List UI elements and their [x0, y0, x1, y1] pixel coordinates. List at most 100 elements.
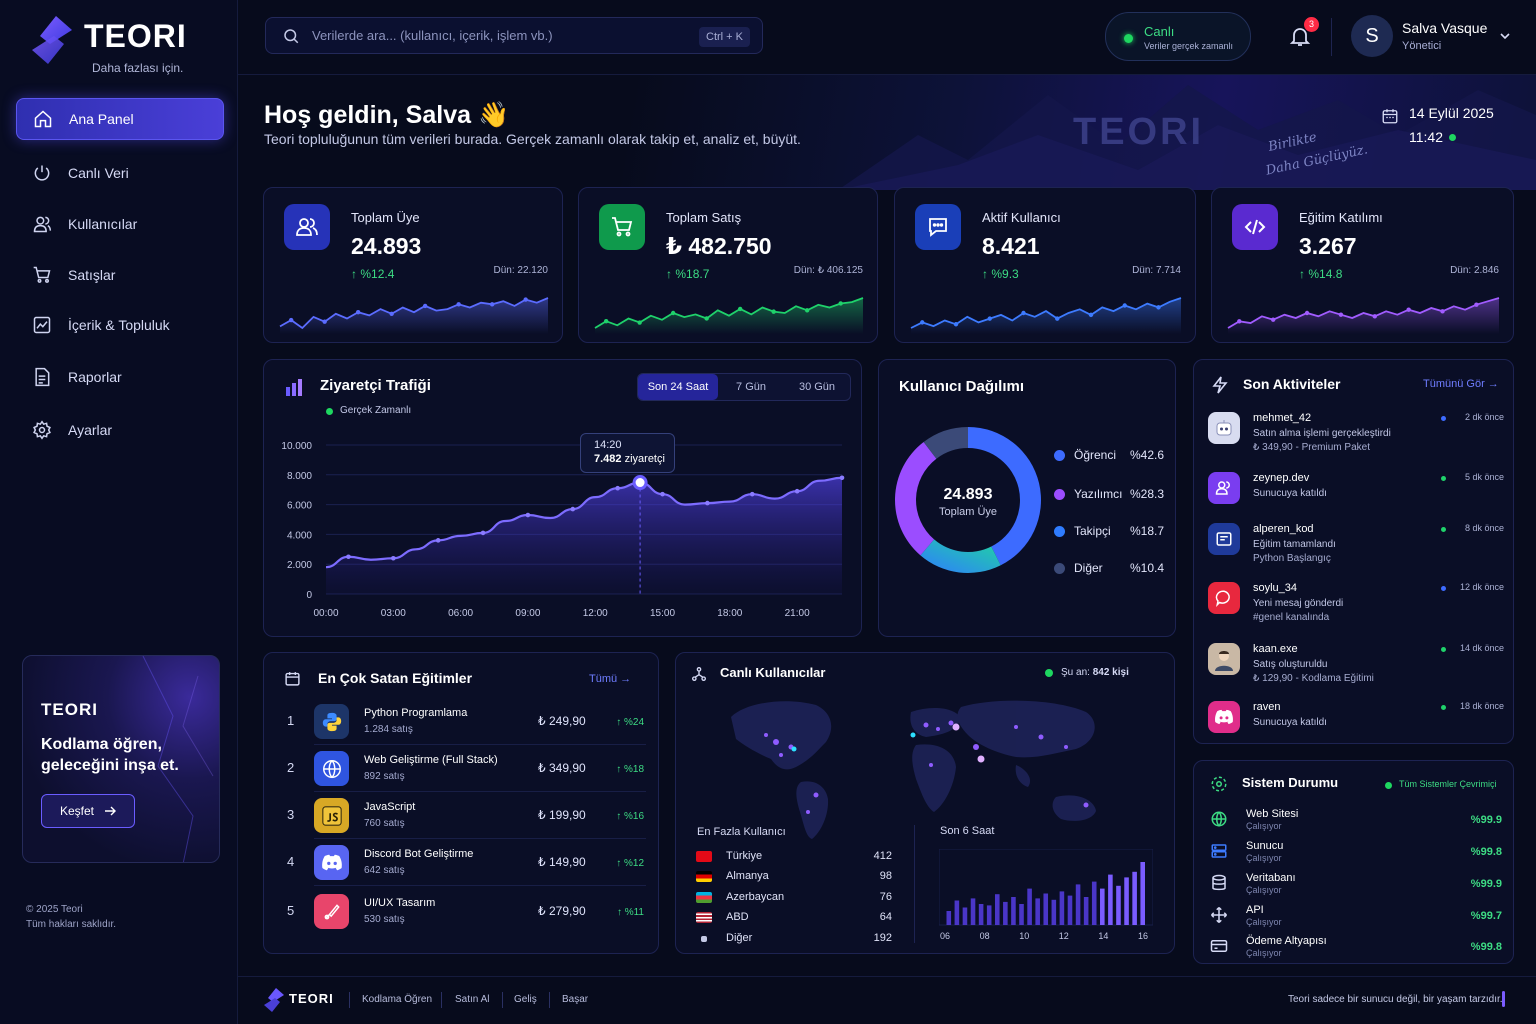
- sparkline-chart: [1227, 297, 1500, 334]
- hour-label: 10: [1019, 931, 1029, 941]
- hour-bar: [1124, 877, 1129, 925]
- sparkline-point: [1156, 305, 1161, 310]
- users-icon: [284, 204, 330, 250]
- hour-label: 06: [940, 931, 950, 941]
- course-row[interactable]: 3 JavaScript 760 satış ₺ 199,90 ↑ %16: [280, 793, 646, 839]
- system-overall: Tüm Sistemler Çevrimiçi: [1399, 779, 1497, 789]
- bell-icon[interactable]: [1288, 24, 1312, 48]
- hour-bar: [1075, 884, 1081, 925]
- stat-change-value: %12.4: [360, 267, 395, 281]
- sidebar-item-raporlar[interactable]: Raporlar: [16, 356, 224, 398]
- server-icon: [1210, 842, 1228, 860]
- see-all-activities-link[interactable]: Tümünü Gör →: [1423, 378, 1499, 390]
- sidebar-item-canli-veri[interactable]: Canlı Veri: [16, 152, 224, 194]
- footer-link[interactable]: Kodlama Öğren: [362, 994, 433, 1005]
- sidebar-item-satislar[interactable]: Satışlar: [16, 254, 224, 296]
- system-row: Ödeme Altyapısı Çalışıyor %99.8: [1210, 935, 1502, 965]
- arrow-right-icon: [104, 805, 117, 817]
- hour-bar: [1116, 885, 1121, 925]
- brand-name: TEORI: [84, 18, 187, 54]
- chevron-down-icon[interactable]: [1499, 30, 1511, 42]
- last-6-hours-title: Son 6 Saat: [940, 825, 995, 837]
- course-row[interactable]: 4 Discord Bot Geliştirme 642 satış ₺ 149…: [280, 840, 646, 886]
- stat-change-value: %18.7: [675, 267, 710, 281]
- sparkline-point: [489, 302, 495, 307]
- country-name: Almanya: [726, 870, 769, 882]
- stat-card-members[interactable]: Toplam Üye 24.893 ↑ %12.4 Dün: 22.120: [263, 187, 563, 343]
- legend-name: Yazılımcı: [1074, 487, 1123, 501]
- stat-label: Eğitim Katılımı: [1299, 210, 1383, 225]
- course-row[interactable]: 1 Python Programlama 1.284 satış ₺ 249,9…: [280, 699, 646, 745]
- explore-button[interactable]: Keşfet: [41, 794, 135, 828]
- user-name[interactable]: Salva Vasque: [1402, 20, 1488, 36]
- sparkline-area: [280, 298, 548, 334]
- legend-percent: %28.3: [1129, 487, 1164, 501]
- user-role: Yönetici: [1402, 40, 1442, 52]
- hour-bar: [954, 900, 960, 925]
- page-subtitle: Teori topluluğunun tüm verileri burada. …: [264, 131, 801, 147]
- system-uptime: %99.8: [1470, 846, 1502, 858]
- course-rank: 4: [287, 854, 295, 869]
- legend-item: Diğer %10.4: [1054, 559, 1164, 579]
- stat-previous: Dün: 7.714: [1132, 265, 1181, 276]
- search-shortcut: Ctrl + K: [699, 27, 750, 47]
- search-input[interactable]: Verilerde ara... (kullanıcı, içerik, işl…: [265, 17, 763, 54]
- course-row[interactable]: 2 Web Geliştirme (Full Stack) 892 satış …: [280, 746, 646, 792]
- globe-icon: [314, 751, 349, 786]
- sparkline-point: [1088, 312, 1094, 318]
- divider: [914, 825, 915, 943]
- stat-card-active-users[interactable]: Aktif Kullanıcı 8.421 ↑ %9.3 Dün: 7.714: [894, 187, 1196, 343]
- tab-24-hours[interactable]: Son 24 Saat: [638, 374, 718, 400]
- stat-card-course-attendance[interactable]: Eğitim Katılımı 3.267 ↑ %14.8 Dün: 2.846: [1211, 187, 1514, 343]
- traffic-point: [839, 475, 845, 481]
- hour-label: 14: [1098, 931, 1108, 941]
- course-name: Web Geliştirme (Full Stack): [364, 754, 498, 766]
- row-divider: [314, 744, 646, 745]
- traffic-point: [615, 485, 620, 491]
- stat-card-sales[interactable]: Toplam Satış ₺ 482.750 ↑ %18.7 Dün: ₺ 40…: [578, 187, 878, 343]
- stat-previous: Dün: 2.846: [1450, 265, 1499, 276]
- hour-bar: [1140, 862, 1145, 925]
- footer: TEORI Kodlama Öğren Satın Al Geliş Başar…: [238, 976, 1536, 1024]
- course-sales: 760 satış: [364, 818, 405, 829]
- visitor-traffic-card: Ziyaretçi Trafiği Gerçek Zamanlı Son 24 …: [263, 359, 862, 637]
- footer-link[interactable]: Satın Al: [455, 994, 490, 1005]
- course-row[interactable]: 5 UI/UX Tasarım 530 satış ₺ 279,90 ↑ %11: [280, 889, 646, 935]
- see-all-label: Tümünü Gör: [1423, 378, 1485, 390]
- system-state: Çalışıyor: [1246, 948, 1282, 958]
- system-status-card: Sistem Durumu Tüm Sistemler Çevrimiçi We…: [1193, 760, 1514, 964]
- footer-link[interactable]: Başar: [562, 994, 589, 1005]
- live-title: Canlı: [1144, 24, 1175, 39]
- hero-banner: Hoş geldin, Salva 👋 Teori topluluğunun t…: [238, 75, 1536, 190]
- country-row: Diğer 192: [696, 931, 892, 947]
- activity-time: 18 dk önce: [1459, 701, 1504, 711]
- status-dot: [1441, 527, 1446, 532]
- tab-30-days[interactable]: 30 Gün: [798, 381, 836, 393]
- see-all-courses-link[interactable]: Tümü →: [589, 673, 632, 685]
- course-rank: 5: [287, 903, 295, 918]
- hourly-bar-chart: 06 08 10 12 14 16: [939, 849, 1153, 941]
- sparkline-chart: [910, 297, 1182, 334]
- users-icon: [16, 214, 68, 234]
- sparkline-point: [1122, 303, 1127, 308]
- activity-detail: #genel kanalında: [1253, 612, 1330, 623]
- tab-7-days[interactable]: 7 Gün: [736, 381, 766, 393]
- sidebar-item-ayarlar[interactable]: Ayarlar: [16, 409, 224, 451]
- stat-change: ↑ %14.8: [1299, 267, 1343, 281]
- course-name: Discord Bot Geliştirme: [364, 848, 474, 860]
- sidebar-item-kullanicilar[interactable]: Kullanıcılar: [16, 203, 224, 245]
- live-status-pill: Canlı Veriler gerçek zamanlı: [1105, 12, 1251, 61]
- activity-user: soylu_34: [1253, 582, 1298, 594]
- distribution-donut-chart: [895, 427, 1041, 573]
- home-icon: [17, 109, 69, 129]
- avatar[interactable]: S: [1351, 15, 1393, 57]
- donut-center-label: Toplam Üye: [938, 506, 998, 518]
- country-value: 412: [873, 850, 892, 862]
- sidebar-item-ana-panel[interactable]: Ana Panel: [16, 98, 224, 140]
- traffic-point: [480, 530, 486, 536]
- y-tick-label: 2.000: [287, 560, 312, 571]
- legend-percent: %10.4: [1129, 561, 1164, 575]
- activity-text: Satış oluşturuldu: [1253, 659, 1328, 670]
- footer-link[interactable]: Geliş: [514, 994, 537, 1005]
- sidebar-item-icerik-topluluk[interactable]: İçerik & Topluluk: [16, 304, 224, 346]
